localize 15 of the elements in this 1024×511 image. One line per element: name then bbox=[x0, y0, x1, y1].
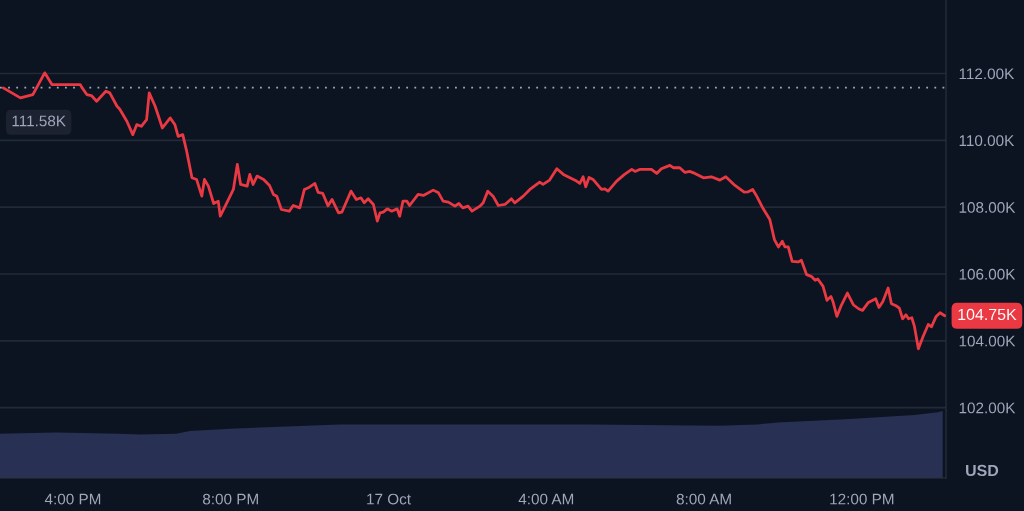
y-tick-label: 112.00K bbox=[959, 68, 1015, 80]
y-tick-label: 104.00K bbox=[959, 335, 1016, 347]
y-axis-title: USD bbox=[966, 464, 999, 477]
y-tick-label: 108.00K bbox=[959, 202, 1016, 213]
x-tick-label: 4:00 AM bbox=[518, 493, 574, 505]
y-tick-label: 106.00K bbox=[959, 268, 1016, 280]
y-tick-label: 110.00K bbox=[959, 135, 1015, 147]
x-tick-label: 4:00 PM bbox=[44, 493, 101, 505]
annotation: 104.75K bbox=[958, 308, 1017, 321]
ref-line-label: 111.58K bbox=[12, 115, 66, 127]
y-tick-label: 102.00K bbox=[959, 402, 1016, 414]
x-tick-label: 17 Oct bbox=[367, 493, 411, 505]
x-tick-label: 8:00 AM bbox=[676, 493, 731, 505]
x-tick-label: 12:00 PM bbox=[830, 493, 894, 505]
x-tick-label: 8:00 PM bbox=[202, 493, 258, 505]
